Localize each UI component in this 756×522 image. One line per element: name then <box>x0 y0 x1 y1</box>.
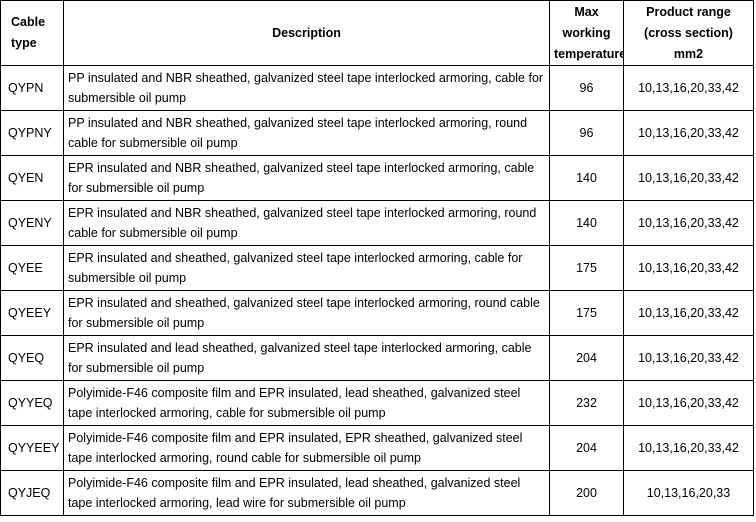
cell-product-range: 10,13,16,20,33,42 <box>623 290 754 336</box>
cell-max-temp: 140 <box>549 200 624 246</box>
cell-cable-type: QYPNY <box>0 110 64 156</box>
cell-description: EPR insulated and NBR sheathed, galvaniz… <box>63 200 550 246</box>
cell-max-temp: 96 <box>549 110 624 156</box>
cell-description: Polyimide-F46 composite film and EPR ins… <box>63 425 550 471</box>
cell-max-temp: 204 <box>549 425 624 471</box>
cell-product-range: 10,13,16,20,33,42 <box>623 200 754 246</box>
table-row: QYYEQ Polyimide-F46 composite film and EP… <box>0 380 754 426</box>
table-row: QYENY EPR insulated and NBR sheathed, gal… <box>0 200 754 246</box>
cell-max-temp: 232 <box>549 380 624 426</box>
cell-cable-type: QYEQ <box>0 335 64 381</box>
cell-description: Polyimide-F46 composite film and EPR ins… <box>63 380 550 426</box>
table-row: QYEN EPR insulated and NBR sheathed, galv… <box>0 155 754 201</box>
table-row: QYEQ EPR insulated and lead sheathed, gal… <box>0 335 754 381</box>
table-row: QYEE EPR insulated and sheathed, galvaniz… <box>0 245 754 291</box>
cell-cable-type: QYYEEY <box>0 425 64 471</box>
cell-cable-type: QYJEQ <box>0 470 64 516</box>
header-row: Cable type Description Max working tempe… <box>0 0 754 66</box>
cell-max-temp: 175 <box>549 245 624 291</box>
cell-max-temp: 140 <box>549 155 624 201</box>
cell-max-temp: 204 <box>549 335 624 381</box>
cell-max-temp: 200 <box>549 470 624 516</box>
cell-description: Polyimide-F46 composite film and EPR ins… <box>63 470 550 516</box>
table-row: QYEEY EPR insulated and sheathed, galvani… <box>0 290 754 336</box>
table-row: QYYEEY Polyimide-F46 composite film and E… <box>0 425 754 471</box>
cell-product-range: 10,13,16,20,33 <box>623 470 754 516</box>
cell-max-temp: 175 <box>549 290 624 336</box>
header-max-temp: Max working temperature℃ <box>549 0 624 66</box>
cell-cable-type: QYEE <box>0 245 64 291</box>
cell-description: EPR insulated and NBR sheathed, galvaniz… <box>63 155 550 201</box>
cell-cable-type: QYPN <box>0 65 64 111</box>
cell-cable-type: QYENY <box>0 200 64 246</box>
cell-description: EPR insulated and sheathed, galvanized s… <box>63 245 550 291</box>
cell-cable-type: QYYEQ <box>0 380 64 426</box>
cell-cable-type: QYEN <box>0 155 64 201</box>
cell-max-temp: 96 <box>549 65 624 111</box>
cell-description: EPR insulated and lead sheathed, galvani… <box>63 335 550 381</box>
cell-product-range: 10,13,16,20,33,42 <box>623 245 754 291</box>
cell-product-range: 10,13,16,20,33,42 <box>623 155 754 201</box>
table-row: QYJEQ Polyimide-F46 composite film and EP… <box>0 470 754 516</box>
header-product-range: Product range (cross section) mm2 <box>623 0 754 66</box>
cell-product-range: 10,13,16,20,33,42 <box>623 65 754 111</box>
cell-description: PP insulated and NBR sheathed, galvanize… <box>63 65 550 111</box>
cell-description: EPR insulated and sheathed, galvanized s… <box>63 290 550 336</box>
table-row: QYPN PP insulated and NBR sheathed, galva… <box>0 65 754 111</box>
cell-product-range: 10,13,16,20,33,42 <box>623 110 754 156</box>
cell-description: PP insulated and NBR sheathed, galvanize… <box>63 110 550 156</box>
header-description: Description <box>63 0 550 66</box>
cell-product-range: 10,13,16,20,33,42 <box>623 335 754 381</box>
header-cable-type: Cable type <box>0 0 64 66</box>
table-row: QYPNY PP insulated and NBR sheathed, galv… <box>0 110 754 156</box>
cell-product-range: 10,13,16,20,33,42 <box>623 380 754 426</box>
cell-cable-type: QYEEY <box>0 290 64 336</box>
cell-product-range: 10,13,16,20,33,42 <box>623 425 754 471</box>
